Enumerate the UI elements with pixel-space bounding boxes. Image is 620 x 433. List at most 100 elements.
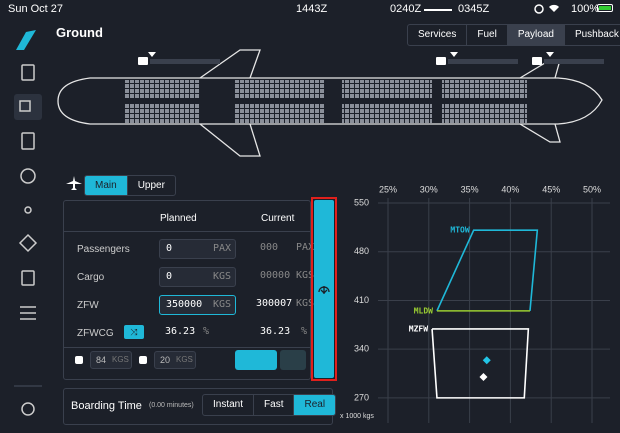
planned-value: 36.23: [165, 326, 196, 337]
planned-input[interactable]: 350000 KGS: [159, 295, 236, 315]
planned-input[interactable]: 0 KGS: [159, 267, 236, 287]
envelope-line: [436, 229, 539, 312]
settings-sliders-icon[interactable]: [20, 306, 36, 320]
plane-icon: [66, 176, 82, 190]
highlight-box: [311, 197, 337, 381]
x-tick-label: 35%: [461, 184, 479, 194]
logo: [16, 30, 36, 50]
shuffle-icon: ⤨: [130, 327, 138, 337]
cg-marker: [482, 356, 491, 365]
x-tick-label: 40%: [501, 184, 519, 194]
tab[interactable]: Instant: [213, 399, 244, 410]
row-label: Passengers: [77, 244, 130, 255]
planned-value: 350000: [166, 299, 203, 310]
x-tick-label: 25%: [379, 184, 397, 194]
shuffle-button[interactable]: ⤨: [124, 325, 144, 339]
boarding-options: Instant Fast Real: [202, 394, 337, 416]
cg-envelope-chart: 25% 30% 35% 40% 45% 50% 550 480 410 340 270 x 1000 …: [340, 184, 610, 423]
passenger-weight-unit: KGS: [112, 355, 129, 364]
tab[interactable]: Pushback: [563, 25, 620, 45]
y-tick-label: 270: [354, 392, 369, 402]
swap-button[interactable]: [235, 350, 277, 370]
tab[interactable]: Upper: [126, 176, 175, 195]
envelope-label: MZFW: [409, 324, 428, 333]
divider: [64, 347, 310, 348]
gear-icon[interactable]: [21, 402, 35, 416]
compass-icon[interactable]: [20, 168, 36, 184]
battery-icon: [597, 4, 613, 12]
y-tick-label: 410: [354, 295, 369, 305]
x-tick-label: 50%: [583, 184, 601, 194]
payload-panel: Planned Current Passengers 0 PAX 000 PAX Cargo 0…: [63, 200, 315, 380]
arrival-time: 0345Z: [458, 3, 490, 15]
checklist-icon[interactable]: [21, 270, 35, 286]
tab[interactable]: Main: [85, 176, 127, 195]
current-value: 00000: [260, 270, 291, 281]
current-value: 36.23: [260, 326, 291, 337]
tab[interactable]: Real: [293, 395, 336, 415]
planned-input[interactable]: 0 PAX: [159, 239, 236, 259]
divider: [64, 231, 310, 232]
utc-time: 1443Z: [296, 3, 328, 15]
battery-level: 100%: [571, 3, 600, 15]
boarding-panel: Boarding Time (0.00 minutes) Instant Fast…: [63, 388, 337, 425]
planned-unit: KGS: [212, 271, 231, 282]
tab[interactable]: Payload: [506, 25, 564, 45]
bag-weight: 20: [160, 355, 171, 365]
signal-icon[interactable]: [24, 206, 32, 214]
clipboard-icon[interactable]: [21, 64, 35, 81]
row-label: Cargo: [77, 272, 105, 283]
tab[interactable]: Fast: [253, 395, 293, 415]
passenger-weight: 84: [96, 355, 107, 365]
y-tick-label: 480: [354, 246, 369, 256]
cg-marker: [479, 373, 488, 381]
current-value: 300007: [256, 298, 293, 309]
status-icons: [534, 4, 559, 14]
bag-weight-unit: KGS: [176, 355, 193, 364]
current-unit: %: [301, 326, 308, 337]
tab[interactable]: Fuel: [466, 25, 506, 45]
column-header: Planned: [160, 213, 197, 224]
boarding-label: Boarding Time: [71, 400, 142, 412]
load-button[interactable]: [314, 200, 334, 378]
envelope-label: MTOW: [450, 226, 469, 235]
flight-progress: [424, 9, 452, 11]
current-unit: KGS: [296, 298, 315, 309]
row-label: ZFW: [77, 300, 99, 311]
column-header: Current: [261, 213, 295, 224]
departure-time: 0240Z: [390, 3, 422, 15]
truck-icon[interactable]: [19, 100, 31, 112]
planned-value: 0: [166, 243, 173, 254]
aircraft-diagram: [57, 49, 604, 157]
planned-unit: KGS: [212, 299, 231, 310]
tab[interactable]: Services: [418, 29, 457, 40]
warning-icon[interactable]: [18, 233, 38, 253]
envelope-line: [431, 328, 530, 399]
axis-note: x 1000 kgs: [340, 413, 374, 420]
sidebar: [14, 30, 42, 416]
calculator-icon[interactable]: [21, 132, 35, 150]
x-tick-label: 30%: [420, 184, 438, 194]
tab-bar: Services Fuel Payload Pushback: [407, 24, 620, 46]
bag-weight-input[interactable]: 20 KGS: [154, 351, 196, 369]
planned-value: 0: [166, 271, 173, 282]
planned-unit: PAX: [212, 243, 231, 254]
current-unit: KGS: [296, 270, 315, 281]
page-title: Ground: [56, 25, 103, 40]
bag-icon: [139, 356, 147, 364]
x-tick-label: 45%: [542, 184, 560, 194]
current-unit: PAX: [296, 242, 315, 253]
board-button[interactable]: [280, 350, 306, 370]
passenger-weight-input[interactable]: 84 KGS: [90, 351, 132, 369]
y-tick-label: 550: [354, 197, 369, 207]
row-label: ZFWCG: [77, 328, 114, 339]
boarding-duration: (0.00 minutes): [149, 402, 194, 409]
active-nav-bg: [14, 94, 42, 120]
planned-unit: %: [203, 326, 210, 337]
y-tick-label: 340: [354, 344, 369, 354]
person-icon: [75, 356, 83, 364]
current-value: 000: [260, 242, 279, 253]
deck-tabs: Main Upper: [84, 175, 176, 196]
envelope-label: MLDW: [414, 306, 433, 315]
